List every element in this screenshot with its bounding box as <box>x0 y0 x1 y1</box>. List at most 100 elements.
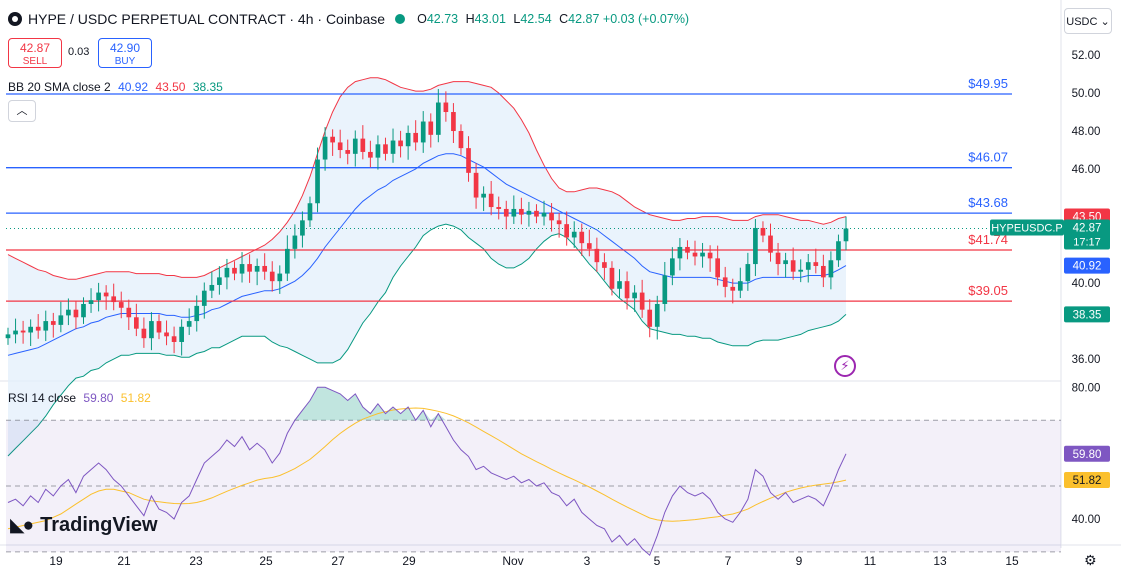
sell-button[interactable]: 42.87 SELL <box>8 38 62 68</box>
candle-body <box>126 307 132 318</box>
time-tick-label: 19 <box>49 554 63 568</box>
candle-body <box>209 284 215 291</box>
candle-body <box>118 302 124 308</box>
bb-label: BB 20 SMA close 2 <box>8 80 111 94</box>
time-tick-label: 21 <box>117 554 131 568</box>
candle-body <box>201 290 207 306</box>
close-value: 42.87 <box>568 12 600 26</box>
currency-label: USDC <box>1066 16 1098 28</box>
candle-body <box>141 328 147 339</box>
candle-body <box>775 252 781 265</box>
rsi-tag-value: 59.80 <box>1073 449 1102 461</box>
candle-body <box>352 138 358 154</box>
candle-body <box>722 277 728 287</box>
time-tick-label: 9 <box>796 554 803 568</box>
candle-body <box>360 138 366 152</box>
sell-price: 42.87 <box>19 41 51 55</box>
settings-icon[interactable]: ⚙ <box>1084 552 1097 568</box>
candle-body <box>760 227 766 236</box>
candle-body <box>13 330 18 335</box>
candle-body <box>451 112 456 132</box>
time-tick-label: 5 <box>654 554 661 568</box>
candle-body <box>639 292 645 310</box>
candle-body <box>28 326 33 333</box>
time-tick-label: 11 <box>864 554 877 568</box>
candle-body <box>315 159 320 204</box>
level-label-1: $46.07 <box>968 150 1008 165</box>
candle-body <box>164 332 169 337</box>
price-tick-label: 50.00 <box>1072 88 1101 100</box>
candle-body <box>526 210 532 215</box>
candle-body <box>730 286 736 291</box>
price-tick-label: 40.00 <box>1072 278 1101 290</box>
candle-body <box>753 227 758 265</box>
candle-body <box>277 273 283 282</box>
candle-body <box>473 172 479 198</box>
candle-body <box>571 231 577 238</box>
bb-upper-value: 43.50 <box>155 80 186 94</box>
candle-body <box>564 224 570 238</box>
rsi-band-fill <box>6 420 1061 552</box>
time-tick-label: 7 <box>725 554 732 568</box>
rsi-label: RSI 14 close <box>8 391 77 405</box>
candle-body <box>179 326 184 342</box>
time-tick-label: 25 <box>259 554 273 568</box>
candle-body <box>737 281 743 291</box>
candle-body <box>149 321 154 339</box>
candle-body <box>292 235 298 249</box>
lightning-icon[interactable]: ⚡ <box>834 355 856 377</box>
symbol-tag-text: HYPEUSDC.P <box>991 223 1063 235</box>
level-label-4: $39.05 <box>968 283 1008 298</box>
bb-band-fill <box>8 77 846 457</box>
candle-body <box>579 231 585 244</box>
candle-body <box>428 121 434 135</box>
candle-body <box>670 258 675 276</box>
symbol-title[interactable]: HYPE / USDC PERPETUAL CONTRACT · 4h · Co… <box>28 11 386 27</box>
candle-body <box>481 193 486 198</box>
tradingview-wordmark: TradingView <box>40 514 158 536</box>
low-label: L <box>513 12 521 26</box>
candle-body <box>390 140 396 154</box>
candle-body <box>519 208 524 215</box>
candle-body <box>50 321 56 325</box>
candle-body <box>466 148 471 173</box>
time-tick-label: 15 <box>1005 554 1019 568</box>
symbol-logo-icon <box>8 12 22 26</box>
price-tick-label: 36.00 <box>1072 354 1101 366</box>
rsi-tag-value: 51.82 <box>1073 475 1102 487</box>
candle-body <box>813 262 819 266</box>
collapse-legend-button[interactable]: ︿ <box>8 100 36 122</box>
candle-body <box>496 207 502 209</box>
candle-body <box>398 140 403 147</box>
level-label-3: $41.74 <box>968 232 1008 247</box>
currency-select[interactable]: USDC ⌄ <box>1064 8 1112 34</box>
candle-body <box>700 252 705 257</box>
candle-body <box>88 300 94 304</box>
tradingview-logo[interactable]: ◣● TradingView <box>10 514 158 537</box>
chevron-up-icon: ︿ <box>16 105 28 117</box>
candle-body <box>186 321 192 327</box>
candle-body <box>783 260 788 265</box>
candle-body <box>692 252 698 257</box>
candle-body <box>368 151 373 158</box>
time-tick-label: 27 <box>331 554 345 568</box>
sell-label: SELL <box>22 56 48 67</box>
spread-value: 0.03 <box>68 46 90 58</box>
bb-upper-line <box>7 77 847 280</box>
bb-legend[interactable]: BB 20 SMA close 2 40.92 43.50 38.35 <box>8 80 223 94</box>
candle-body <box>81 303 86 318</box>
candle-body <box>239 264 245 274</box>
candle-body <box>420 121 426 143</box>
candle-body <box>322 136 328 160</box>
rsi-legend[interactable]: RSI 14 close 59.80 51.82 <box>8 391 151 405</box>
buy-button[interactable]: 42.90 BUY <box>98 38 152 68</box>
candle-body <box>594 248 600 263</box>
tradingview-logo-icon: ◣● <box>10 515 34 536</box>
candle-body <box>405 132 411 147</box>
candle-body <box>556 220 562 225</box>
candle-body <box>488 193 494 208</box>
open-value: 42.73 <box>426 12 459 26</box>
candle-body <box>685 246 690 253</box>
candle-body <box>43 321 49 331</box>
